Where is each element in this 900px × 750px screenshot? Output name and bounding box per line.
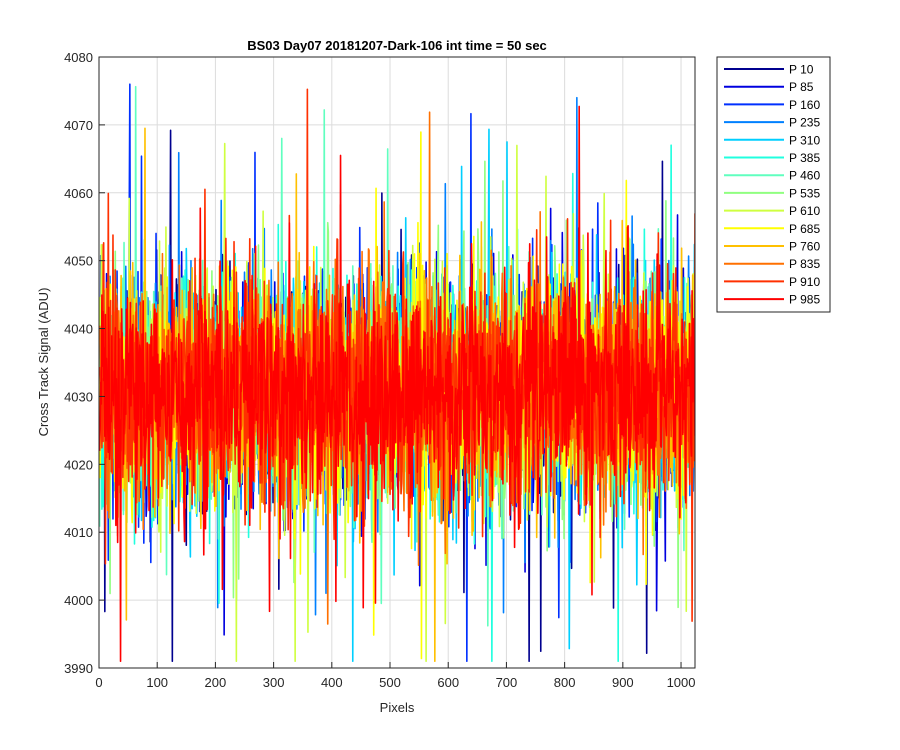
- y-tick-label: 4020: [64, 457, 93, 472]
- legend: P 10 P 85 P 160 P 235 P 310 P 385 P 460 P 535 P …: [716, 56, 831, 313]
- y-axis: 3990 4000 4010 4020 4030 4040 4050 4060 4070 4080: [64, 50, 105, 676]
- legend-label: P 85: [789, 80, 814, 94]
- y-tick-label: 4030: [64, 389, 93, 404]
- x-tick-label: 1000: [667, 675, 696, 690]
- x-axis: 0 100 200 300 400 500 600 700 800 900 1000: [95, 662, 695, 690]
- legend-label: P 835: [789, 257, 820, 271]
- legend-label: P 160: [789, 98, 820, 112]
- x-tick-label: 600: [437, 675, 459, 690]
- y-tick-label: 4080: [64, 50, 93, 65]
- y-tick-label: 4010: [64, 525, 93, 540]
- legend-label: P 310: [789, 133, 820, 147]
- x-tick-label: 500: [379, 675, 401, 690]
- x-tick-label: 100: [146, 675, 168, 690]
- legend-label: P 685: [789, 222, 820, 236]
- y-tick-label: 4050: [64, 254, 93, 269]
- legend-label: P 910: [789, 275, 820, 289]
- y-axis-label: Cross Track Signal (ADU): [36, 288, 51, 437]
- axes-box: [98, 56, 696, 669]
- legend-box: [716, 56, 831, 313]
- x-tick-label: 700: [496, 675, 518, 690]
- x-tick-label: 0: [95, 675, 102, 690]
- x-tick-label: 300: [263, 675, 285, 690]
- x-axis-label: Pixels: [380, 700, 415, 715]
- legend-items: P 10 P 85 P 160 P 235 P 310 P 385 P 460 P 535 P …: [724, 63, 820, 307]
- plot-area: 0 100 200 300 400 500 600 700 800 900 1000 3990 400…: [64, 50, 696, 690]
- chart-title: BS03 Day07 20181207-Dark-106 int time = …: [247, 38, 547, 53]
- x-tick-label: 200: [205, 675, 227, 690]
- x-tick-label: 900: [612, 675, 634, 690]
- legend-label: P 610: [789, 204, 820, 218]
- x-tick-label: 400: [321, 675, 343, 690]
- y-tick-label: 4060: [64, 186, 93, 201]
- legend-label: P 235: [789, 116, 820, 130]
- y-tick-label: 3990: [64, 661, 93, 676]
- series-layer: [99, 83, 695, 663]
- legend-label: P 10: [789, 63, 814, 77]
- y-tick-label: 4070: [64, 118, 93, 133]
- legend-label: P 985: [789, 293, 820, 307]
- series-line-p-985: [99, 105, 695, 663]
- legend-label: P 385: [789, 151, 820, 165]
- legend-label: P 535: [789, 186, 820, 200]
- legend-label: P 760: [789, 240, 820, 254]
- y-tick-label: 4040: [64, 322, 93, 337]
- y-tick-label: 4000: [64, 593, 93, 608]
- x-tick-label: 800: [554, 675, 576, 690]
- legend-label: P 460: [789, 169, 820, 183]
